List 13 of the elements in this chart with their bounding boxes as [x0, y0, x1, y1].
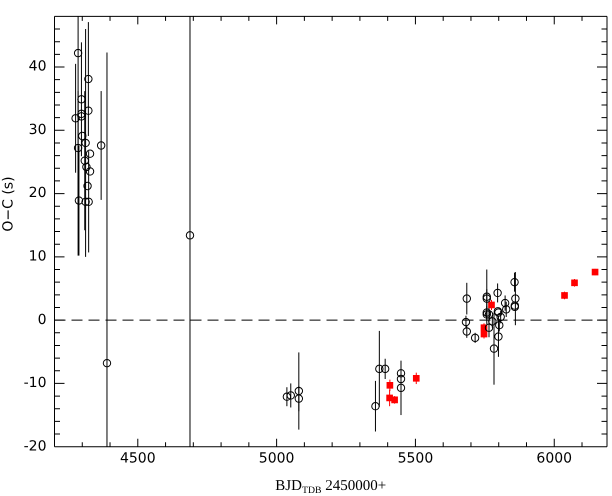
- x-tick-label: 5000: [258, 450, 294, 467]
- y-axis-title: O−C (s): [0, 176, 16, 232]
- y-tick-label: -10: [24, 375, 46, 392]
- x-axis-title: BJD$_{TDB}$ 2450000+: [274, 478, 388, 496]
- y-tick-label: -20: [24, 438, 46, 454]
- y-tick-label: 20: [28, 185, 46, 202]
- x-tick-label: 4500: [120, 450, 156, 467]
- y-tick-label: 30: [28, 122, 46, 138]
- x-tick-label: 5500: [398, 450, 434, 467]
- y-tick-label: 40: [28, 58, 46, 75]
- y-tick-label: 0: [38, 312, 46, 328]
- y-tick-label: 10: [28, 248, 46, 264]
- x-tick-label: 6000: [536, 450, 572, 467]
